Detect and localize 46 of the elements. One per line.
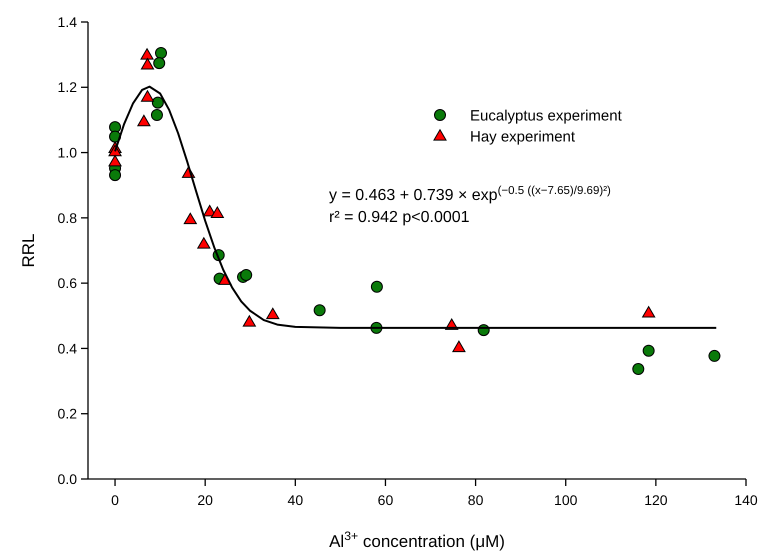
legend-label: Hay experiment [470, 128, 576, 146]
point [140, 58, 154, 70]
point [150, 109, 163, 122]
x-axis-title: Al$^{3+}$ concentration (μM) [329, 529, 505, 551]
point [642, 344, 655, 357]
point [266, 308, 280, 320]
x-tick-label: 100 [554, 492, 578, 508]
y-tick-label: 0.0 [58, 470, 78, 487]
point [452, 340, 466, 352]
annotation: r² = 0.942 p<0.0001 [329, 209, 470, 226]
point [240, 268, 252, 281]
point [152, 96, 164, 109]
y-tick-label: 0.6 [58, 275, 78, 292]
point [140, 48, 154, 60]
point [197, 237, 210, 249]
point [314, 304, 326, 316]
y-tick-label: 1.4 [58, 14, 78, 30]
point [242, 315, 256, 327]
x-tick-label: 120 [644, 492, 668, 508]
point [370, 280, 383, 293]
point [632, 362, 644, 375]
point [108, 154, 122, 166]
point [184, 212, 197, 224]
y-tick-label: 0.4 [58, 340, 78, 356]
x-tick-label: 80 [468, 492, 484, 508]
y-axis-title: RRL [19, 233, 38, 268]
point [210, 206, 224, 218]
y-tick-label: 0.2 [58, 406, 78, 422]
point [153, 57, 166, 70]
x-tick-label: 140 [734, 492, 758, 508]
y-tick-label: 1.0 [58, 144, 78, 160]
point [155, 47, 168, 60]
point [109, 121, 122, 134]
point [140, 90, 154, 102]
point [642, 306, 656, 318]
x-tick-label: 60 [378, 492, 394, 508]
y-tick-label: 0.8 [58, 210, 78, 226]
point [708, 350, 720, 362]
x-tick-label: 40 [288, 492, 304, 508]
y-tick-label: 1.2 [58, 79, 78, 96]
point [137, 114, 150, 126]
legend-label: Eucalyptus experiment [470, 107, 623, 124]
x-tick-label: 20 [197, 492, 214, 508]
x-tick-label: 0 [111, 492, 120, 508]
point [109, 169, 122, 182]
annotation: y = 0.463 + 0.739 × exp$^{(−0.5 ((x−7.65)/9.69)²)}$ [329, 185, 612, 204]
